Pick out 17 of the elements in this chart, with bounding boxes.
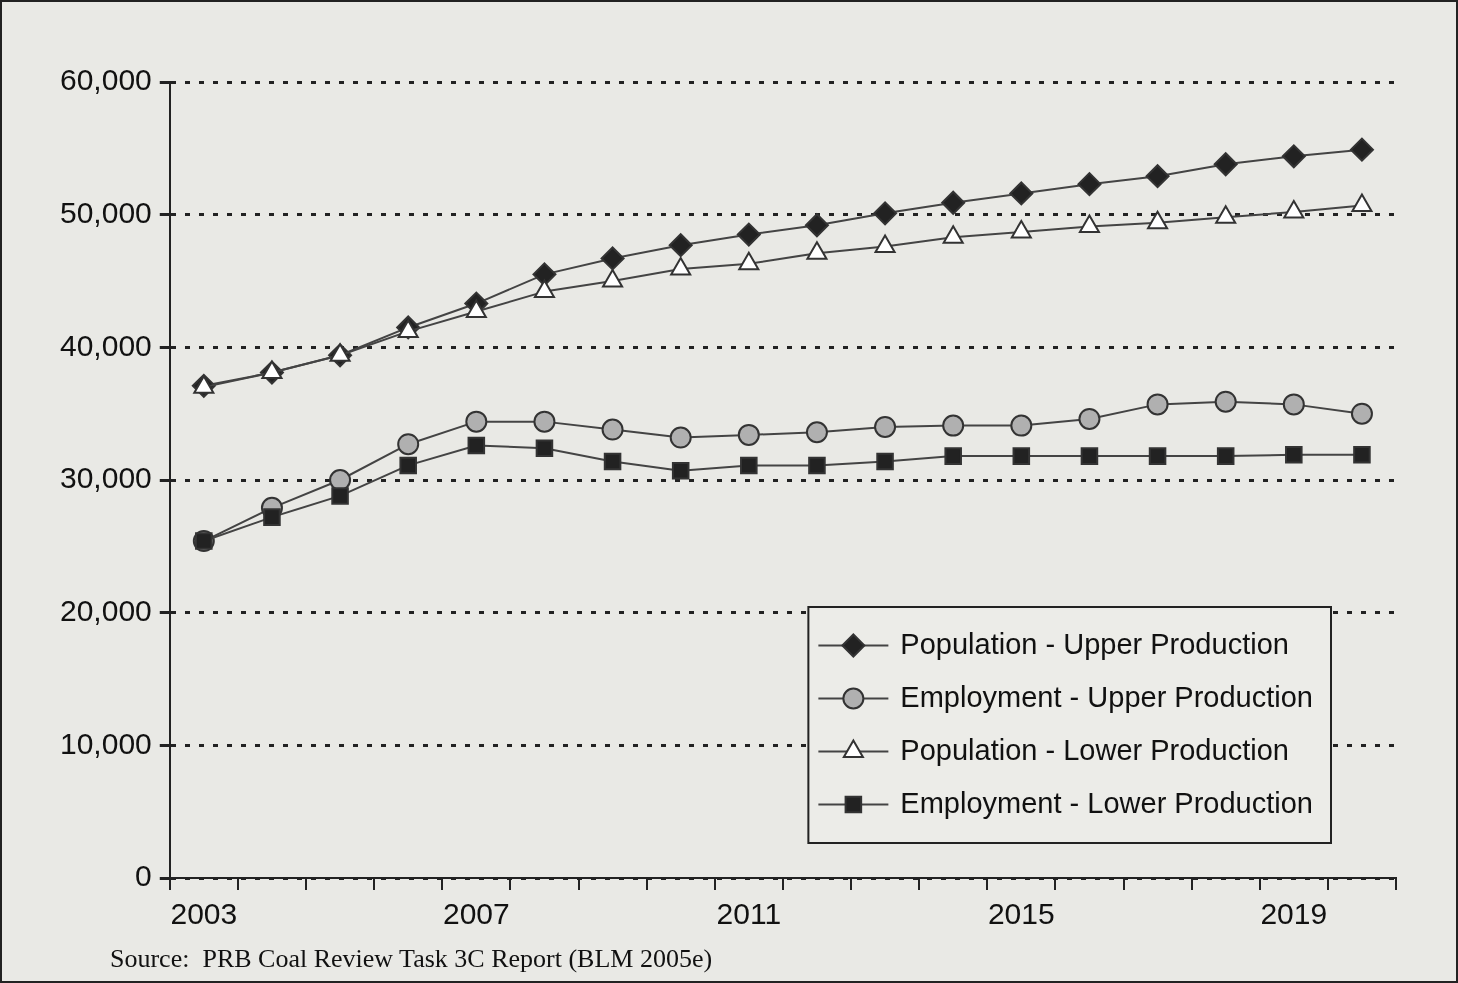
x-tick-label: 2007 — [442, 897, 510, 931]
x-tick-label: 2019 — [1260, 897, 1328, 931]
legend-label: Population - Upper Production — [900, 627, 1289, 660]
legend-label: Population - Lower Production — [900, 733, 1289, 766]
y-tick-label: 60,000 — [59, 63, 152, 97]
y-tick-label: 20,000 — [59, 593, 152, 627]
x-tick-label: 2011 — [716, 897, 782, 931]
y-tick-label: 50,000 — [59, 195, 152, 229]
legend-label: Employment - Lower Production — [900, 786, 1314, 819]
legend-label: Employment - Upper Production — [900, 680, 1314, 713]
x-tick-label: 2015 — [987, 897, 1055, 931]
source-note: Source: PRB Coal Review Task 3C Report (BLM 2005e) — [110, 944, 713, 974]
y-tick-label: 40,000 — [59, 328, 152, 362]
x-tick-label: 2003 — [170, 897, 238, 931]
y-tick-label: 0 — [135, 859, 152, 893]
y-tick-label: 30,000 — [59, 461, 152, 495]
y-tick-label: 10,000 — [59, 726, 152, 760]
